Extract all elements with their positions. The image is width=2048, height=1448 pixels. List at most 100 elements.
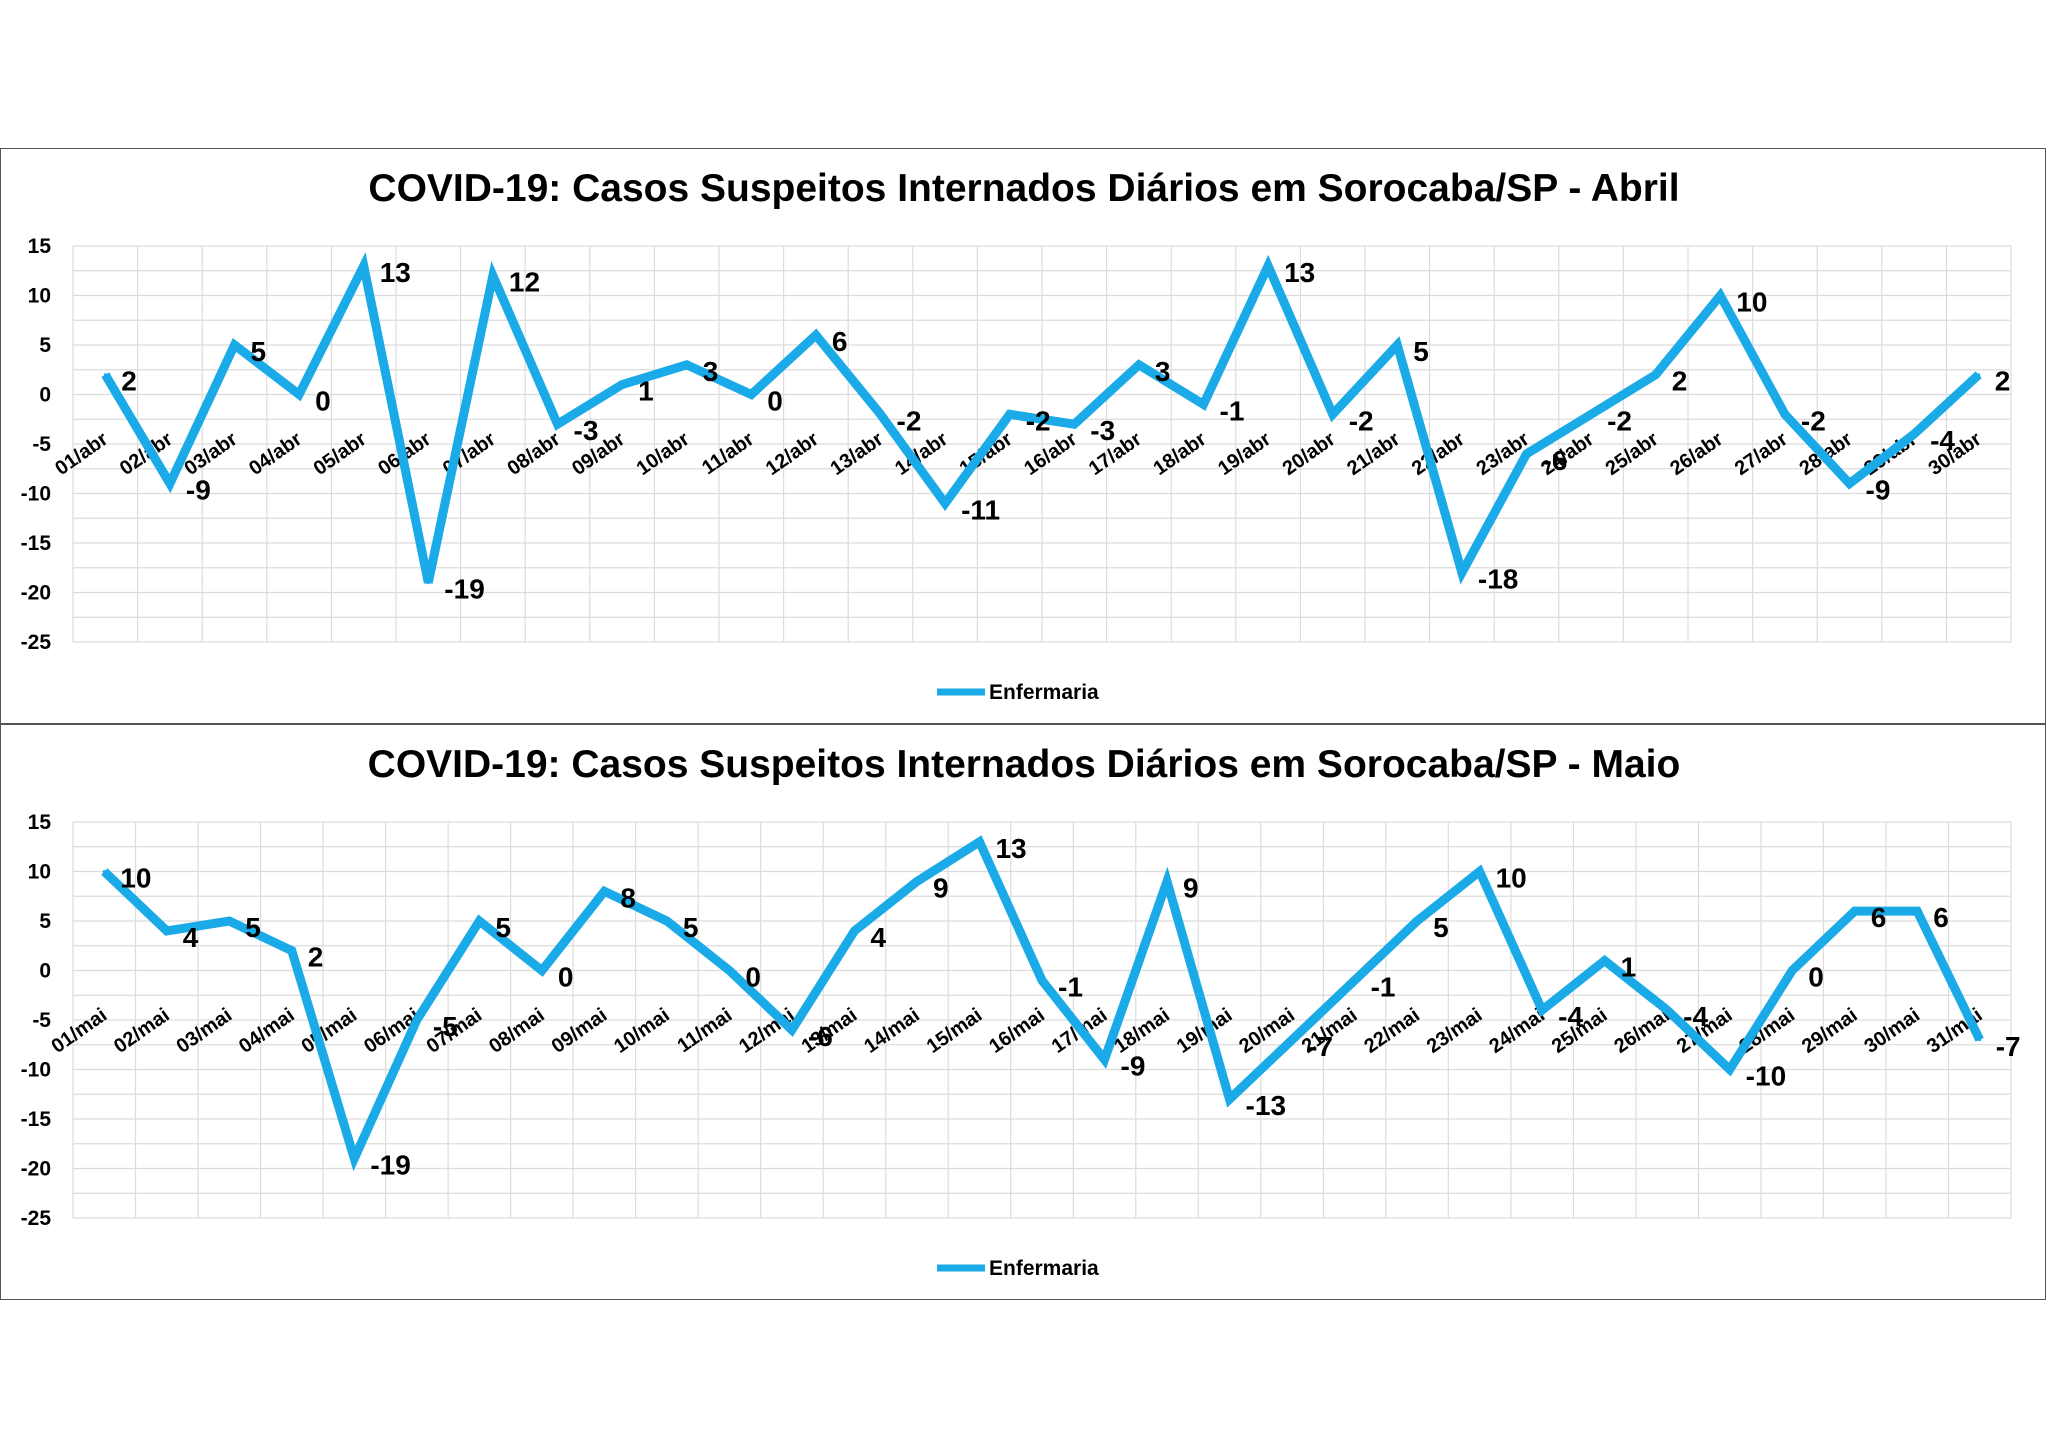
data-label: -7 (1996, 1031, 2021, 1062)
data-point (1853, 909, 1857, 913)
series-line-enfermaria (101, 252, 1982, 585)
x-tick-label: 04/abr (245, 428, 306, 480)
data-label: 10 (1496, 863, 1527, 894)
data-point (1228, 1097, 1232, 1101)
data-label: -4 (1558, 1001, 1583, 1032)
data-point (1040, 978, 1044, 982)
data-point (1165, 879, 1169, 883)
data-point (227, 919, 231, 923)
data-label: -6 (1543, 445, 1568, 476)
data-label: 0 (315, 386, 331, 417)
data-label: -11 (961, 494, 1000, 525)
x-tick-label: 27/abr (1731, 428, 1792, 480)
data-point (1266, 264, 1270, 268)
data-label: -4 (1683, 1001, 1708, 1032)
data-label: 1 (638, 376, 654, 407)
data-point (1915, 909, 1919, 913)
data-label: 3 (703, 356, 719, 387)
data-label: -1 (1058, 971, 1083, 1002)
data-point (103, 373, 107, 377)
data-point (814, 333, 818, 337)
data-point (1137, 363, 1141, 367)
x-tick-label: 12/abr (762, 428, 823, 480)
x-tick-label: 22/mai (1360, 1004, 1424, 1058)
x-tick-label: 08/abr (503, 428, 564, 480)
y-tick-label: -5 (32, 1009, 51, 1032)
y-tick-label: -25 (21, 631, 52, 654)
gridlines (72, 245, 2012, 643)
chart-panel-maio: COVID-19: Casos Suspeitos Internados Diá… (0, 724, 2046, 1300)
x-tick-label: 23/mai (1423, 1004, 1487, 1058)
x-tick-label: 10/mai (610, 1004, 674, 1058)
data-point (943, 501, 947, 505)
data-point (749, 393, 753, 396)
data-label: 12 (509, 267, 540, 298)
x-tick-label: 16/mai (985, 1004, 1049, 1058)
y-tick-label: 10 (28, 861, 51, 884)
data-point (426, 581, 430, 585)
data-label: -7 (1308, 1031, 1333, 1062)
data-point (1415, 919, 1419, 923)
data-label: 5 (251, 336, 267, 367)
chart-title: COVID-19: Casos Suspeitos Internados Diá… (368, 167, 1679, 210)
x-tick-label: 05/abr (310, 428, 371, 480)
data-label: -2 (1026, 405, 1051, 436)
data-label: -9 (186, 475, 211, 506)
data-point (685, 363, 689, 367)
y-tick-label: -20 (21, 582, 51, 605)
chart-abril: COVID-19: Casos Suspeitos Internados Diá… (21, 167, 2012, 704)
data-label: 0 (558, 962, 574, 993)
data-point (168, 482, 172, 486)
data-label: 0 (745, 962, 761, 993)
x-tick-label: 29/mai (1798, 1004, 1862, 1058)
data-point (1665, 1008, 1669, 1012)
data-label: 2 (1995, 366, 2011, 397)
y-tick-label: 15 (28, 811, 52, 834)
data-point (1654, 373, 1658, 377)
data-point (1290, 1038, 1294, 1042)
data-label: -1 (1220, 395, 1245, 426)
data-point (977, 840, 981, 844)
x-tick-label: 18/abr (1149, 428, 1210, 480)
data-point (1202, 402, 1205, 406)
chart-maio: COVID-19: Casos Suspeitos Internados Diá… (21, 743, 2021, 1280)
y-tick-label: -10 (21, 1059, 51, 1082)
data-point (1478, 870, 1482, 873)
data-label: -6 (808, 1021, 833, 1052)
data-label: 10 (1736, 287, 1767, 318)
y-tick-label: 5 (39, 334, 51, 357)
data-label: -1 (1371, 971, 1396, 1002)
x-tick-label: 15/mai (923, 1004, 987, 1058)
data-point (1353, 978, 1357, 982)
y-tick-label: -5 (32, 433, 51, 456)
data-point (1603, 959, 1607, 963)
y-tick-label: 0 (39, 960, 51, 983)
x-tick-label: 11/mai (674, 1004, 737, 1057)
data-point (1790, 969, 1794, 972)
data-point (665, 919, 669, 923)
data-point (1718, 294, 1722, 297)
data-point (1912, 432, 1916, 436)
data-label: -19 (444, 574, 484, 605)
data-label: -2 (1349, 405, 1374, 436)
data-point (1072, 422, 1076, 426)
data-point (165, 929, 169, 933)
data-label: 2 (121, 366, 137, 397)
data-label: -18 (1478, 564, 1518, 595)
data-point (297, 393, 301, 396)
data-point (1728, 1068, 1732, 1071)
x-tick-label: 22/abr (1408, 428, 1469, 480)
data-label: 9 (933, 872, 949, 903)
data-point (415, 1018, 419, 1022)
x-tick-label: 01/mai (48, 1004, 112, 1058)
legend-label: Enfermaria (989, 681, 1099, 704)
data-point (1848, 482, 1851, 486)
data-point (1103, 1058, 1107, 1062)
data-point (1331, 412, 1335, 416)
data-point (233, 343, 236, 347)
gridlines (72, 821, 2012, 1219)
data-point (852, 929, 856, 933)
data-label: 5 (245, 912, 261, 943)
data-point (1589, 412, 1593, 416)
data-label: 4 (870, 922, 886, 953)
